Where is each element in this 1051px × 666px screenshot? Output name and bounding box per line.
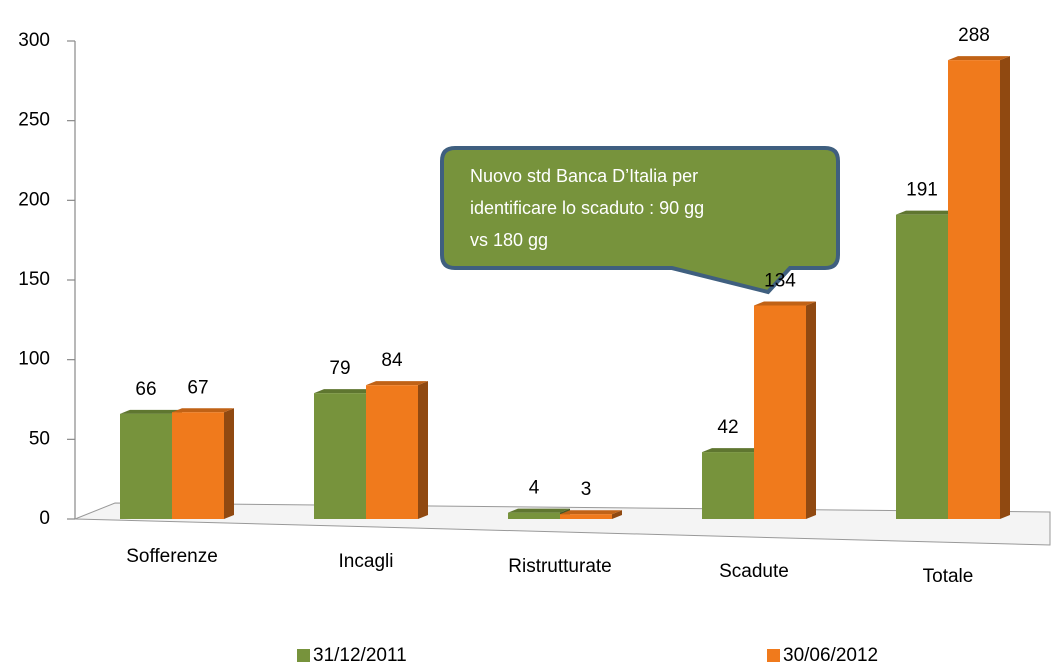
- bar: [120, 413, 172, 519]
- bar-top: [702, 448, 764, 453]
- value-label: 42: [717, 417, 738, 438]
- callout-text: vs 180 gg: [470, 230, 548, 250]
- bar-side: [224, 408, 234, 519]
- callout-text: identificare lo scaduto : 90 gg: [470, 198, 704, 218]
- bar-top: [948, 56, 1010, 61]
- legend-swatch: [767, 649, 780, 662]
- legend-label: 30/06/2012: [783, 645, 878, 666]
- bar-side: [418, 381, 428, 519]
- value-label: 288: [958, 25, 990, 46]
- bar-top: [896, 210, 958, 215]
- bar: [702, 452, 754, 519]
- bar-top: [172, 408, 234, 413]
- bar-top: [120, 409, 182, 414]
- callout-text: Nuovo std Banca D’Italia per: [470, 166, 698, 186]
- legend-label: 31/12/2011: [313, 645, 407, 666]
- callout-box: [440, 146, 840, 295]
- bar: [948, 60, 1000, 520]
- x-tick-label: Ristrutturate: [508, 556, 611, 577]
- bar-top: [508, 508, 570, 513]
- value-label: 3: [581, 479, 592, 500]
- value-label: 134: [764, 271, 796, 292]
- y-tick-label: 200: [18, 189, 50, 210]
- bar: [754, 305, 806, 519]
- bar: [560, 514, 612, 519]
- bar: [314, 393, 366, 519]
- bar: [172, 412, 224, 519]
- legend-swatch: [297, 649, 310, 662]
- bar-side: [1000, 56, 1010, 520]
- bar-top: [560, 510, 622, 515]
- value-label: 4: [529, 478, 540, 499]
- bar-top: [754, 301, 816, 306]
- y-tick-label: 50: [29, 428, 50, 449]
- y-tick-label: 300: [18, 30, 50, 51]
- bar: [366, 385, 418, 519]
- value-label: 84: [381, 350, 403, 371]
- x-tick-label: Scadute: [719, 561, 789, 582]
- value-label: 79: [329, 358, 350, 379]
- y-tick-label: 250: [18, 110, 50, 131]
- value-label: 67: [187, 377, 208, 398]
- value-label: 66: [135, 379, 156, 400]
- bar-top: [314, 389, 376, 394]
- y-tick-label: 100: [18, 349, 50, 370]
- bar-side: [612, 510, 622, 519]
- x-tick-label: Incagli: [339, 551, 394, 572]
- callout: [440, 146, 840, 295]
- x-tick-label: Totale: [923, 566, 974, 587]
- bars: [120, 56, 1010, 520]
- bar-side: [806, 301, 816, 519]
- y-tick-label: 150: [18, 269, 50, 290]
- bar: [896, 214, 948, 519]
- x-tick-label: Sofferenze: [126, 546, 218, 567]
- value-label: 191: [906, 180, 938, 201]
- y-tick-label: 0: [39, 508, 50, 529]
- bar-top: [366, 381, 428, 386]
- bar: [508, 512, 560, 519]
